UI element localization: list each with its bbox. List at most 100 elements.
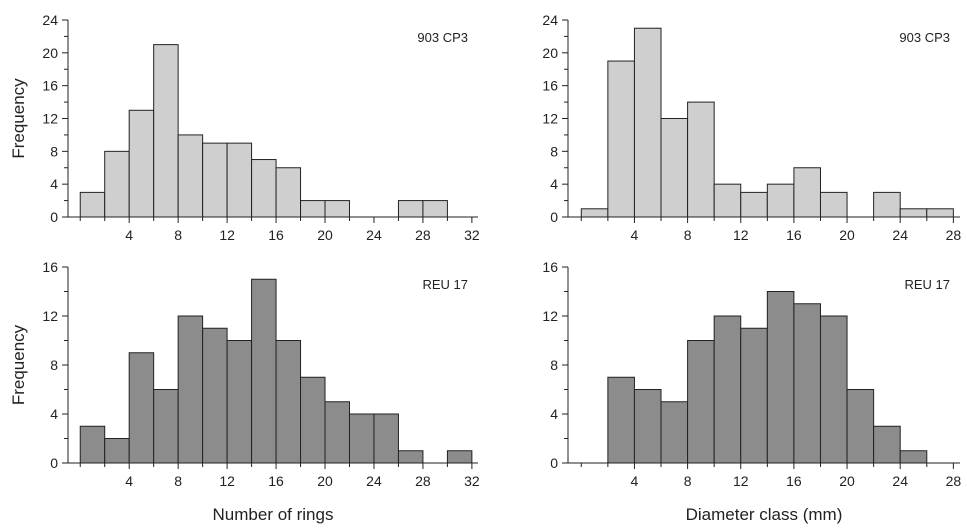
y-tick-label: 4 [50,406,58,422]
y-tick-label: 8 [50,143,58,159]
histogram-bar [104,150,130,218]
histogram-bar [793,167,821,218]
x-tick-label: 20 [317,227,333,243]
histogram-bar [713,315,742,464]
y-tick-label: 16 [542,78,558,94]
x-tick-label: 4 [125,473,133,489]
histogram-bar [740,327,768,464]
histogram-bar [633,389,662,464]
histogram-bar [324,200,350,218]
histogram-bar [846,389,875,464]
x-tick-label: 32 [464,227,480,243]
histogram-bar [324,401,350,464]
y-tick-label: 8 [550,357,558,373]
x-tick-label: 16 [786,227,802,243]
histogram-bar [899,208,928,218]
x-tick-label: 12 [733,473,749,489]
histogram-bar [373,413,399,464]
y-tick-label: 12 [42,308,58,324]
histogram-bar [251,159,277,218]
histogram-bar [740,191,768,218]
histogram-bar [153,389,179,464]
histogram-bar [128,352,155,464]
x-tick-label: 12 [219,227,235,243]
histogram-bar [300,200,326,218]
histogram-bar [251,278,277,464]
histogram-bar [153,44,179,218]
histogram-panel-2: 0 4 8 12 16 20 24 4 8 12 16 20 24 28 903 CP3 [542,12,961,243]
x-tick-label: 16 [268,227,284,243]
x-tick-label: 4 [631,473,639,489]
histogram-bar [177,315,204,464]
x-tick-label: 8 [174,227,182,243]
x-tick-label: 4 [125,227,133,243]
y-axis-title: Frequency [9,78,28,159]
y-tick-label: 4 [550,176,558,192]
histogram-bar [660,401,689,464]
x-tick-label: 20 [839,227,855,243]
x-tick-label: 16 [786,473,802,489]
histogram-bar [607,376,635,464]
y-tick-label: 20 [542,45,558,61]
histogram-bar [899,450,928,464]
histogram-bar [275,167,302,218]
histogram-bar [607,60,635,218]
panel-label: 903 CP3 [899,30,950,45]
y-tick-label: 20 [42,45,58,61]
histogram-bar [226,340,253,464]
histogram-bar [819,191,848,218]
histogram-bar [446,450,473,464]
panel-label: REU 17 [904,277,950,292]
histogram-bar [275,340,302,464]
histogram-bar [128,109,155,218]
x-tick-label: 24 [366,227,382,243]
y-tick-label: 16 [42,78,58,94]
histogram-bar [79,425,106,464]
x-axis-title: Diameter class (mm) [686,505,843,524]
histogram-bar [793,303,821,464]
x-tick-label: 12 [733,227,749,243]
y-axis-title: Frequency [9,324,28,405]
y-tick-label: 24 [42,12,58,28]
y-tick-label: 0 [50,209,58,225]
histogram-bar [300,376,326,464]
y-tick-label: 8 [50,357,58,373]
histogram-bar [819,315,848,464]
x-tick-label: 28 [946,227,962,243]
histogram-bar [873,425,901,464]
histogram-bar [580,208,609,218]
x-tick-label: 28 [415,227,431,243]
y-tick-label: 16 [42,259,58,275]
histogram-bar [926,208,954,218]
x-tick-label: 8 [174,473,182,489]
histogram-bar [202,327,228,464]
histogram-bar [422,200,448,218]
histogram-panel-3: 0 4 8 12 16 4 8 12 16 20 24 28 32 REU 17 Frequency Numb… [9,259,480,524]
histogram-panel-1: 0 4 8 12 16 20 24 4 8 12 16 20 24 28 32 903 CP3 Frequenc… [9,12,480,243]
y-tick-label: 0 [50,455,58,471]
y-tick-label: 24 [542,12,558,28]
panel-label: 903 CP3 [417,30,468,45]
y-tick-label: 16 [542,259,558,275]
x-tick-label: 4 [631,227,639,243]
histogram-panel-4: 0 4 8 12 16 4 8 12 16 20 24 28 REU 17 Diameter class … [542,259,961,524]
x-tick-label: 28 [946,473,962,489]
x-tick-label: 20 [317,473,333,489]
panel-label: REU 17 [422,277,468,292]
histogram-bar [177,134,204,218]
y-tick-label: 12 [542,111,558,127]
y-tick-label: 0 [550,209,558,225]
x-tick-label: 32 [464,473,480,489]
x-tick-label: 24 [366,473,382,489]
x-tick-label: 16 [268,473,284,489]
histogram-bar [226,142,253,218]
x-tick-label: 8 [684,473,692,489]
y-tick-label: 8 [550,143,558,159]
x-axis-title: Number of rings [213,505,334,524]
histogram-bar [202,142,228,218]
x-tick-label: 24 [892,227,908,243]
x-tick-label: 12 [219,473,235,489]
histogram-bar [766,291,795,464]
y-tick-label: 12 [42,111,58,127]
